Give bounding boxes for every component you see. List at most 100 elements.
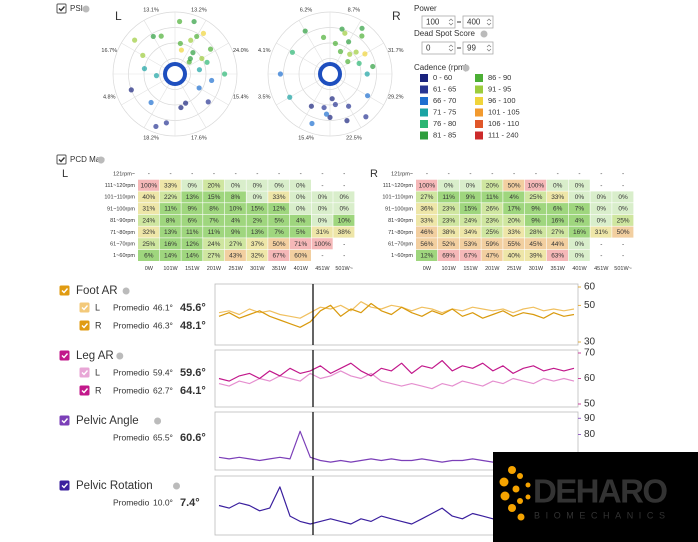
help-icon[interactable] bbox=[97, 156, 105, 164]
cell-value: - bbox=[600, 182, 602, 189]
side-label: R bbox=[370, 168, 378, 180]
scatter-point bbox=[363, 114, 369, 120]
polar-label: 13.1% bbox=[143, 8, 159, 14]
column-label: 301W bbox=[250, 266, 265, 272]
cell-value: 63% bbox=[551, 252, 564, 259]
number-input[interactable] bbox=[421, 15, 456, 29]
help-icon[interactable] bbox=[122, 287, 130, 295]
heat-cell bbox=[224, 214, 246, 226]
heat-cell bbox=[224, 191, 246, 203]
legend-label: 101 - 105 bbox=[488, 107, 520, 116]
help-icon[interactable] bbox=[173, 482, 180, 490]
cell-value: 17% bbox=[508, 206, 521, 213]
cell-value: 25% bbox=[529, 194, 542, 201]
cell-value: 8% bbox=[209, 206, 219, 213]
checkbox[interactable] bbox=[59, 415, 70, 426]
heat-cell bbox=[503, 168, 525, 180]
number-input[interactable] bbox=[462, 41, 494, 55]
cell-value: 33% bbox=[551, 194, 564, 201]
side-label: R bbox=[392, 9, 401, 23]
current-value: 60.6° bbox=[180, 432, 206, 444]
cell-value: 25% bbox=[617, 217, 630, 224]
cell-value: - bbox=[513, 171, 515, 178]
heat-cell bbox=[481, 191, 503, 203]
cell-value: - bbox=[578, 171, 580, 178]
cell-value: 23% bbox=[442, 206, 455, 213]
heat-cell bbox=[525, 226, 547, 238]
cell-value: 34% bbox=[464, 229, 477, 236]
cell-value: 40% bbox=[142, 194, 155, 201]
side-label: L bbox=[115, 9, 122, 23]
heat-cell bbox=[612, 249, 634, 261]
checkbox[interactable] bbox=[56, 154, 67, 165]
heat-cell bbox=[159, 249, 181, 261]
heat-cell bbox=[181, 238, 203, 250]
heat-cell bbox=[546, 168, 568, 180]
cell-value: 0% bbox=[553, 182, 563, 189]
help-icon[interactable] bbox=[82, 5, 90, 13]
cell-value: 20% bbox=[508, 217, 521, 224]
checkbox[interactable] bbox=[59, 480, 70, 491]
current-value: 59.6° bbox=[180, 367, 206, 379]
heat-cell bbox=[268, 226, 290, 238]
cell-value: 12% bbox=[273, 206, 286, 213]
checkbox[interactable] bbox=[56, 3, 67, 14]
heat-cell bbox=[546, 203, 568, 215]
help-icon[interactable] bbox=[154, 417, 162, 425]
heat-cell bbox=[416, 214, 438, 226]
cell-value: - bbox=[278, 171, 280, 178]
checkbox[interactable] bbox=[79, 302, 90, 313]
center-ring bbox=[163, 62, 187, 86]
cell-value: 40% bbox=[508, 252, 521, 259]
checkbox[interactable] bbox=[59, 285, 70, 296]
help-icon[interactable] bbox=[480, 30, 488, 38]
column-label: 251W bbox=[228, 266, 243, 272]
number-input[interactable] bbox=[462, 15, 494, 29]
cell-value: - bbox=[622, 182, 624, 189]
filter-label: Power bbox=[414, 4, 437, 13]
current-value: 7.4° bbox=[180, 497, 200, 509]
cell-value: 27% bbox=[207, 252, 220, 259]
scatter-point bbox=[205, 99, 211, 105]
column-label: 501W~ bbox=[614, 266, 632, 272]
scatter-point bbox=[199, 55, 205, 62]
heat-cell bbox=[159, 238, 181, 250]
heat-cell bbox=[525, 214, 547, 226]
checkbox[interactable] bbox=[59, 350, 70, 361]
row-label: 71~80rpm bbox=[110, 230, 135, 236]
heat-cell bbox=[481, 168, 503, 180]
cell-value: 23% bbox=[486, 217, 499, 224]
polar-label: 4.8% bbox=[103, 95, 116, 101]
heat-cell bbox=[568, 214, 590, 226]
scatter-point bbox=[337, 48, 344, 55]
checkbox[interactable] bbox=[79, 385, 90, 396]
heat-cell bbox=[203, 168, 225, 180]
checkbox[interactable] bbox=[79, 367, 90, 378]
checkbox[interactable] bbox=[79, 320, 90, 331]
polar-label: 15.4% bbox=[233, 95, 249, 101]
heat-cell bbox=[268, 179, 290, 191]
scatter-point bbox=[187, 56, 193, 62]
check-mark bbox=[81, 388, 89, 394]
cell-value: 46% bbox=[420, 229, 433, 236]
heat-cell bbox=[481, 214, 503, 226]
legend-label: 71 - 75 bbox=[433, 107, 456, 116]
row-label: 101~110rpm bbox=[382, 195, 413, 201]
number-input[interactable] bbox=[421, 41, 456, 55]
cell-value: 7% bbox=[575, 206, 585, 213]
cell-value: 0% bbox=[231, 182, 241, 189]
help-icon[interactable] bbox=[116, 352, 124, 360]
check-mark bbox=[58, 6, 66, 12]
heat-cell bbox=[181, 226, 203, 238]
cell-value: 0% bbox=[444, 182, 454, 189]
heat-cell bbox=[246, 168, 268, 180]
logo-dot bbox=[525, 494, 531, 500]
polar-label: 29.2% bbox=[388, 95, 404, 101]
heat-cell bbox=[181, 249, 203, 261]
cell-value: - bbox=[300, 171, 302, 178]
plot-box bbox=[214, 283, 579, 346]
cell-value: 12% bbox=[186, 241, 199, 248]
row-name: R bbox=[95, 320, 102, 330]
help-icon[interactable] bbox=[462, 64, 470, 72]
cell-value: 44% bbox=[551, 241, 564, 248]
